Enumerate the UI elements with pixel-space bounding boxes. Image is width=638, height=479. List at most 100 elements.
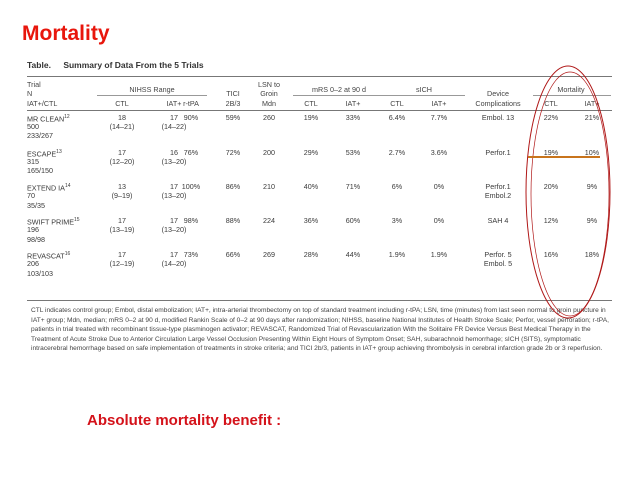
- row1-nihss-ctl-range: (14–21): [109, 122, 135, 131]
- row1-sich-ctl: 6.4%: [388, 113, 406, 122]
- mortality-highlight-ellipse: [525, 65, 611, 319]
- row5-nihss-ctl: 17: [118, 250, 126, 259]
- head-mrs: mRS 0–2 at 90 d: [312, 85, 366, 94]
- row5-nihss-ctl-range: (12–19): [109, 259, 135, 268]
- head-trial: Trial: [27, 80, 41, 89]
- head-nihss-iat: IAT+: [166, 99, 182, 108]
- row2-sich-ctl: 2.7%: [388, 148, 406, 157]
- row4-mrs-ctl: 36%: [303, 216, 319, 225]
- row5-split: 103/103: [27, 269, 53, 278]
- row4-device: SAH 4: [487, 216, 509, 225]
- table-caption-text: Summary of Data From the 5 Trials: [63, 60, 204, 70]
- row4-mort-iat: 9%: [586, 216, 598, 225]
- row4-lsn: 224: [263, 216, 275, 225]
- row5-sich-ctl: 1.9%: [388, 250, 406, 259]
- head-sich-ctl: CTL: [390, 99, 404, 108]
- head-lsn-1: LSN to: [258, 80, 280, 89]
- row1-nihss-iat: 17: [170, 113, 178, 122]
- row2-split: 165/150: [27, 166, 53, 175]
- row3-sich-ctl: 6%: [391, 182, 403, 191]
- row5-rtpa: 73%: [183, 250, 199, 259]
- row5-tici: 66%: [225, 250, 241, 259]
- head-rtpa: r-tPA: [183, 99, 199, 108]
- row3-nihss-iat-range: (13–20): [161, 191, 187, 200]
- row3-mrs-iat: 71%: [345, 182, 361, 191]
- absolute-mortality-benefit-label: Absolute mortality benefit :: [87, 412, 282, 429]
- table-top-rule: [27, 76, 612, 77]
- row1-rtpa: 90%: [183, 113, 199, 122]
- head-mort-ctl: CTL: [544, 99, 558, 108]
- head-sich: sICH: [416, 85, 432, 94]
- header-bottom-rule: [27, 110, 612, 111]
- row5-mort-iat: 18%: [584, 250, 600, 259]
- row4-nihss-ctl: 17: [118, 216, 126, 225]
- nihss-rule: [97, 95, 207, 96]
- sich-rule: [383, 95, 465, 96]
- row4-trial: SWIFT PRIME15: [27, 217, 80, 227]
- row3-device-2: Embol.2: [484, 191, 512, 200]
- row1-n: 500: [27, 122, 39, 131]
- row1-trial: MR CLEAN12: [27, 114, 70, 124]
- head-mortality: Mortality: [557, 85, 585, 94]
- mortality-rule: [533, 95, 611, 96]
- head-sich-iat: IAT+: [431, 99, 447, 108]
- row2-mort-ctl: 19%: [543, 148, 559, 157]
- row2-nihss-ctl-range: (12–20): [109, 157, 135, 166]
- head-device-1: Device: [487, 89, 509, 98]
- mrs-rule: [293, 95, 385, 96]
- table-bottom-rule: [27, 300, 612, 301]
- row5-nihss-iat-range: (14–20): [161, 259, 187, 268]
- row2-sich-iat: 3.6%: [430, 148, 448, 157]
- row3-nihss-iat: 17: [170, 182, 178, 191]
- row4-rtpa: 98%: [183, 216, 199, 225]
- row1-mort-iat: 21%: [584, 113, 600, 122]
- row1-nihss-ctl: 18: [118, 113, 126, 122]
- row1-mrs-ctl: 19%: [303, 113, 319, 122]
- row3-split: 35/35: [27, 201, 45, 210]
- row3-mort-ctl: 20%: [543, 182, 559, 191]
- head-tici: TICI: [226, 89, 240, 98]
- head-lsn-2: Groin: [260, 89, 278, 98]
- row3-device-1: Perfor.1: [485, 182, 511, 191]
- row2-n: 315: [27, 157, 39, 166]
- head-mort-iat: IAT+: [584, 99, 600, 108]
- mortality-highlight-ellipse-inner: [530, 71, 610, 317]
- head-nihss: NIHSS Range: [129, 85, 175, 94]
- row5-mort-ctl: 16%: [543, 250, 559, 259]
- row1-mort-ctl: 22%: [543, 113, 559, 122]
- row5-device-2: Embol. 5: [483, 259, 513, 268]
- row3-nihss-ctl-range: (9–19): [111, 191, 133, 200]
- head-tici-sub: 2B/3: [225, 99, 241, 108]
- row2-mrs-iat: 53%: [345, 148, 361, 157]
- row2-tici: 72%: [225, 148, 241, 157]
- head-device-2: Complications: [475, 99, 521, 108]
- row4-n: 196: [27, 225, 39, 234]
- table-label: Table.: [27, 60, 51, 70]
- row1-split: 233/267: [27, 131, 53, 140]
- row4-sich-ctl: 3%: [391, 216, 403, 225]
- head-nihss-ctl: CTL: [115, 99, 129, 108]
- row4-tici: 88%: [225, 216, 241, 225]
- row5-device-1: Perfor. 5: [484, 250, 512, 259]
- row5-mrs-iat: 44%: [345, 250, 361, 259]
- slide-title: Mortality: [22, 22, 110, 45]
- row2-rtpa: 76%: [183, 148, 199, 157]
- row3-trial: EXTEND IA14: [27, 183, 71, 193]
- table-caption: Table. Summary of Data From the 5 Trials: [27, 60, 204, 70]
- row5-sich-iat: 1.9%: [430, 250, 448, 259]
- head-mrs-ctl: CTL: [304, 99, 318, 108]
- row4-split: 98/98: [27, 235, 45, 244]
- head-n: N: [27, 89, 33, 98]
- row1-mrs-iat: 33%: [345, 113, 361, 122]
- row2-trial: ESCAPE13: [27, 149, 62, 159]
- row5-lsn: 269: [263, 250, 275, 259]
- row3-n: 70: [27, 191, 35, 200]
- row1-device: Embol. 13: [481, 113, 515, 122]
- row1-nihss-iat-range: (14–22): [161, 122, 187, 131]
- row3-lsn: 210: [263, 182, 275, 191]
- row5-nihss-iat: 17: [170, 250, 178, 259]
- row4-mort-ctl: 12%: [543, 216, 559, 225]
- row3-tici: 86%: [225, 182, 241, 191]
- row3-nihss-ctl: 13: [118, 182, 126, 191]
